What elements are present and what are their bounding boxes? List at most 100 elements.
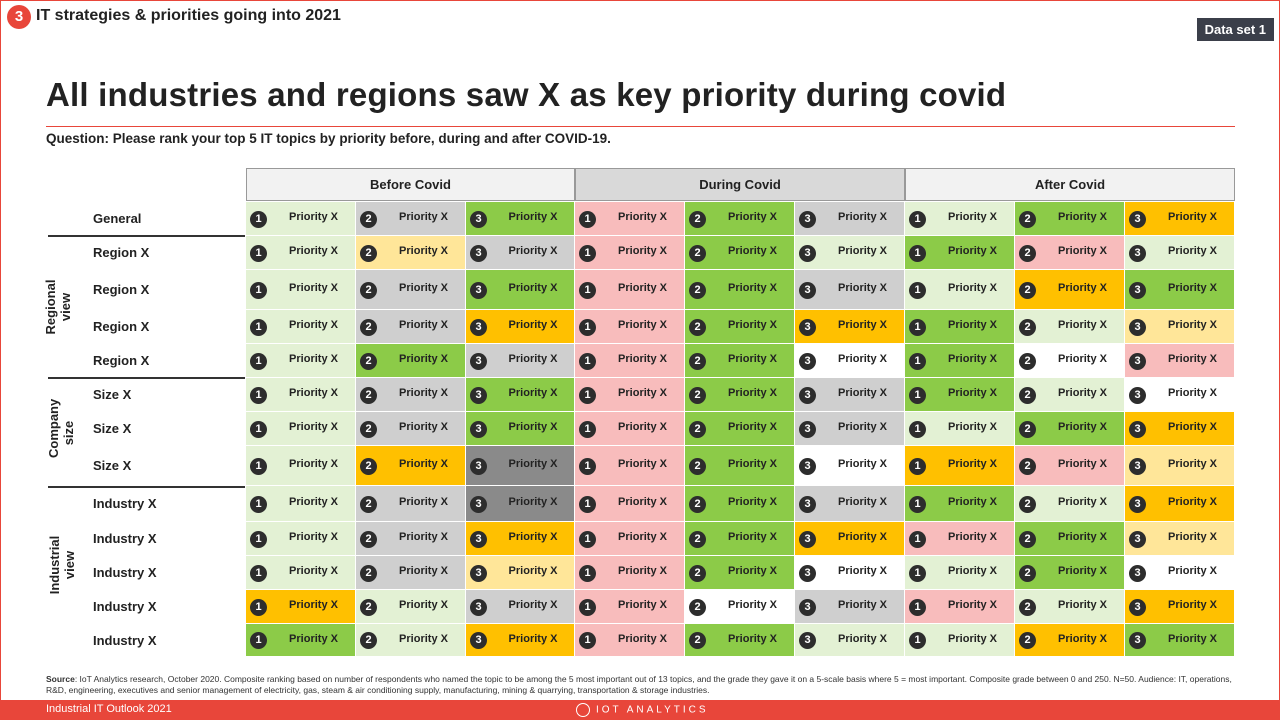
- priority-text: Priority X: [838, 496, 887, 508]
- priority-cell: 2 Priority X: [685, 270, 795, 310]
- priority-cell: 2 Priority X: [356, 270, 466, 310]
- priority-cell: 1 Priority X: [905, 486, 1015, 522]
- priority-text: Priority X: [948, 421, 997, 433]
- priority-cell: 1 Priority X: [905, 522, 1015, 556]
- rank-number-badge: 2: [360, 457, 377, 475]
- group-divider: [48, 235, 245, 237]
- priority-cell: 3 Priority X: [1125, 486, 1235, 522]
- priority-text: Priority X: [289, 531, 338, 543]
- priority-cell: 2 Priority X: [356, 556, 466, 590]
- priority-cell: 2 Priority X: [685, 236, 795, 270]
- rank-number-badge: 2: [360, 281, 377, 299]
- rank-number-badge: 3: [470, 530, 487, 548]
- rank-number-badge: 2: [689, 598, 706, 616]
- rank-number-badge: 2: [360, 210, 377, 228]
- priority-text: Priority X: [618, 599, 667, 611]
- priority-text: Priority X: [838, 458, 887, 470]
- rank-number-badge: 1: [579, 495, 596, 513]
- priority-cell: 2 Priority X: [685, 344, 795, 378]
- priority-cell: 2 Priority X: [356, 344, 466, 378]
- priority-text: Priority X: [289, 565, 338, 577]
- priority-cell: 1 Priority X: [246, 590, 356, 624]
- rank-number-badge: 3: [470, 281, 487, 299]
- priority-cell: 1 Priority X: [246, 236, 356, 270]
- rank-number-badge: 1: [909, 564, 926, 582]
- rank-number-badge: 3: [1129, 352, 1146, 370]
- rank-number-badge: 2: [689, 530, 706, 548]
- priority-text: Priority X: [508, 245, 558, 257]
- priority-text: Priority X: [948, 496, 997, 508]
- rank-number-badge: 2: [360, 318, 377, 336]
- priority-text: Priority X: [508, 565, 558, 577]
- priority-text: Priority X: [618, 319, 667, 331]
- rank-number-badge: 1: [579, 564, 596, 582]
- rank-number-badge: 2: [1019, 352, 1036, 370]
- rank-number-badge: 2: [360, 386, 377, 404]
- priority-text: Priority X: [1168, 319, 1217, 331]
- rank-number-badge: 1: [909, 632, 926, 649]
- rank-number-badge: 2: [1019, 386, 1036, 404]
- priority-cell: 3 Priority X: [1125, 270, 1235, 310]
- priority-cell: 3 Priority X: [466, 378, 575, 412]
- row-label: General: [93, 211, 142, 226]
- priority-cell: 3 Priority X: [1125, 202, 1235, 236]
- rank-number-badge: 2: [689, 564, 706, 582]
- rank-number-badge: 1: [909, 210, 926, 228]
- priority-text: Priority X: [289, 632, 338, 645]
- priority-cell: 1 Priority X: [575, 624, 685, 657]
- priority-text: Priority X: [399, 282, 448, 294]
- priority-cell: 2 Priority X: [685, 310, 795, 344]
- priority-cell: 2 Priority X: [685, 202, 795, 236]
- priority-cell: 2 Priority X: [356, 236, 466, 270]
- group-label-text: Industrial view: [47, 535, 77, 595]
- rank-number-badge: 1: [250, 598, 267, 616]
- priority-text: Priority X: [289, 245, 338, 257]
- company-logo: IOT ANALYTICS: [576, 703, 709, 717]
- group-divider: [48, 486, 245, 488]
- priority-cell: 1 Priority X: [575, 446, 685, 486]
- priority-cell: 1 Priority X: [246, 446, 356, 486]
- priority-text: Priority X: [399, 565, 448, 577]
- priority-cell: 3 Priority X: [795, 522, 905, 556]
- source-label: Source: [46, 674, 75, 684]
- priority-cell: 3 Priority X: [466, 590, 575, 624]
- rank-number-badge: 1: [909, 457, 926, 475]
- priority-cell: 2 Priority X: [1015, 624, 1125, 657]
- rank-number-badge: 3: [799, 210, 816, 228]
- row-label: Size X: [93, 421, 132, 436]
- section-number-badge: 3: [7, 5, 31, 29]
- group-divider: [48, 377, 245, 379]
- priority-cell: 1 Priority X: [246, 310, 356, 344]
- priority-cell: 3 Priority X: [1125, 522, 1235, 556]
- priority-cell: 3 Priority X: [795, 624, 905, 657]
- priority-cell: 1 Priority X: [246, 486, 356, 522]
- row-label: Industry X: [93, 632, 157, 648]
- row-label: Industry X: [93, 599, 157, 614]
- priority-cell: 3 Priority X: [1125, 412, 1235, 446]
- rank-number-badge: 3: [1129, 495, 1146, 513]
- priority-text: Priority X: [399, 387, 448, 399]
- rank-number-badge: 3: [470, 244, 487, 262]
- priority-text: Priority X: [728, 353, 777, 365]
- priority-text: Priority X: [618, 211, 667, 223]
- rank-number-badge: 2: [360, 244, 377, 262]
- rank-number-badge: 3: [799, 386, 816, 404]
- priority-cell: 1 Priority X: [905, 378, 1015, 412]
- row-label: Size X: [93, 387, 132, 402]
- priority-text: Priority X: [1058, 245, 1107, 257]
- priority-text: Priority X: [948, 245, 997, 257]
- rank-number-badge: 3: [470, 495, 487, 513]
- rank-number-badge: 3: [470, 598, 487, 616]
- row-label: Size X: [93, 458, 132, 473]
- priority-text: Priority X: [948, 565, 997, 577]
- rank-number-badge: 1: [579, 281, 596, 299]
- rank-number-badge: 3: [1129, 318, 1146, 336]
- rank-number-badge: 3: [1129, 420, 1146, 438]
- rank-number-badge: 2: [689, 352, 706, 370]
- priority-cell: 2 Priority X: [1015, 270, 1125, 310]
- priority-cell: 3 Priority X: [795, 270, 905, 310]
- rank-number-badge: 3: [1129, 210, 1146, 228]
- priority-text: Priority X: [948, 531, 997, 543]
- priority-cell: 1 Priority X: [575, 378, 685, 412]
- rank-number-badge: 2: [360, 352, 377, 370]
